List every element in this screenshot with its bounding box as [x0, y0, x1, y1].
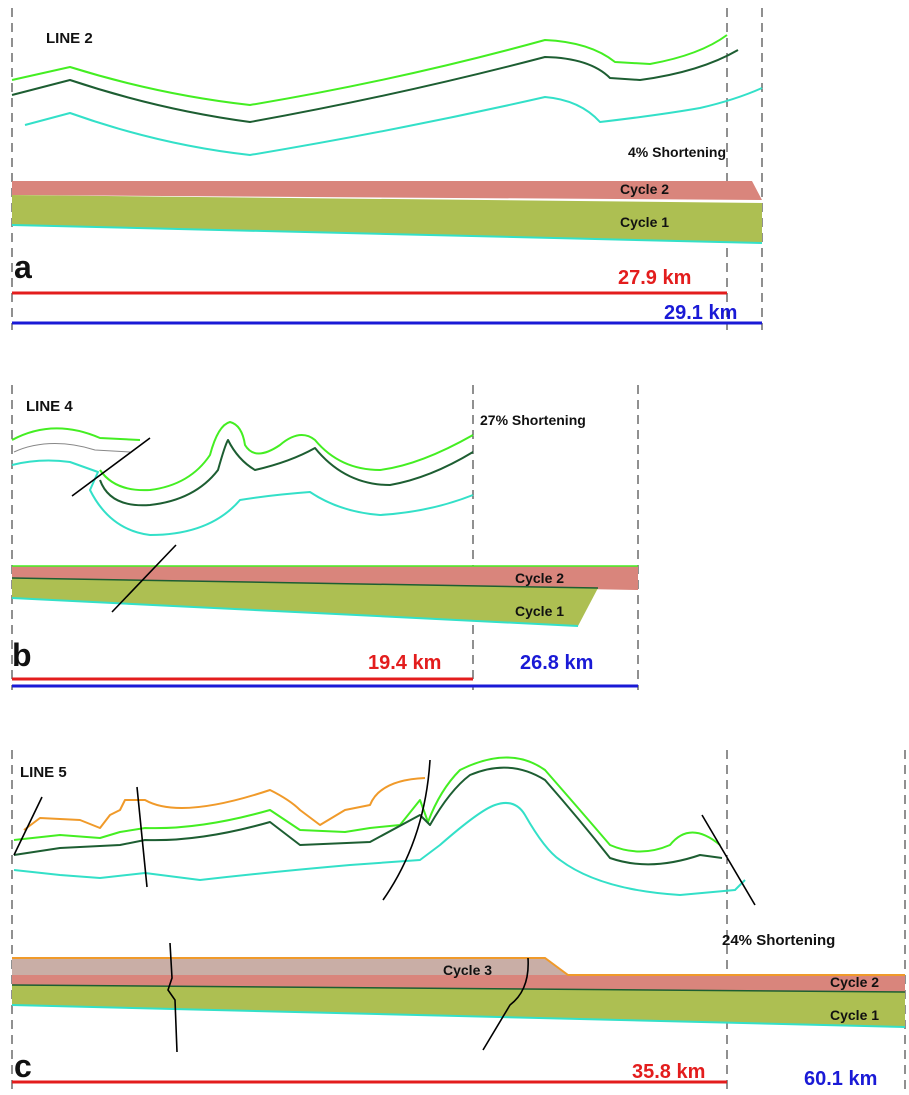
cycle-label: Cycle 2 — [830, 974, 879, 990]
horizon — [14, 803, 745, 895]
horizon — [12, 461, 473, 535]
original-length: 26.8 km — [520, 652, 593, 674]
fault — [137, 787, 147, 887]
cycle-label: Cycle 2 — [515, 570, 564, 586]
restored-length: 19.4 km — [368, 652, 441, 674]
horizon — [24, 778, 425, 830]
line-label: LINE 4 — [26, 398, 73, 415]
cycle-label: Cycle 1 — [620, 214, 669, 230]
restored-length: 35.8 km — [632, 1061, 705, 1083]
panel-b: LINE 4 27% Shortening Cycle 2 Cycle 1 b … — [12, 385, 638, 690]
cycle-label: Cycle 2 — [620, 181, 669, 197]
panel-a: LINE 2 4% Shortening Cycle 2 Cycle 1 a 2… — [12, 8, 762, 330]
horizon — [100, 440, 473, 505]
line-label: LINE 5 — [20, 764, 67, 781]
cycle-label: Cycle 1 — [830, 1007, 879, 1023]
cycle-label: Cycle 3 — [443, 962, 492, 978]
fault — [14, 797, 42, 855]
shortening-label: 27% Shortening — [480, 412, 586, 428]
shortening-label: 4% Shortening — [628, 144, 726, 160]
panel-letter: c — [14, 1048, 32, 1084]
horizon — [12, 428, 140, 440]
cycle-label: Cycle 1 — [515, 603, 564, 619]
horizon — [14, 444, 130, 453]
original-length: 60.1 km — [804, 1068, 877, 1090]
panel-c: LINE 5 24% Shortening Cycle 3 Cycle 2 Cy… — [12, 750, 905, 1095]
panel-letter: a — [14, 249, 32, 285]
restored-length: 27.9 km — [618, 267, 691, 289]
figure: LINE 2 4% Shortening Cycle 2 Cycle 1 a 2… — [0, 0, 909, 1095]
original-length: 29.1 km — [664, 302, 737, 324]
horizon — [14, 768, 722, 865]
horizon — [12, 50, 738, 122]
shortening-label: 24% Shortening — [722, 932, 835, 949]
horizon — [100, 422, 473, 490]
line-label: LINE 2 — [46, 30, 93, 47]
horizon — [14, 758, 720, 852]
panel-letter: b — [12, 637, 32, 673]
